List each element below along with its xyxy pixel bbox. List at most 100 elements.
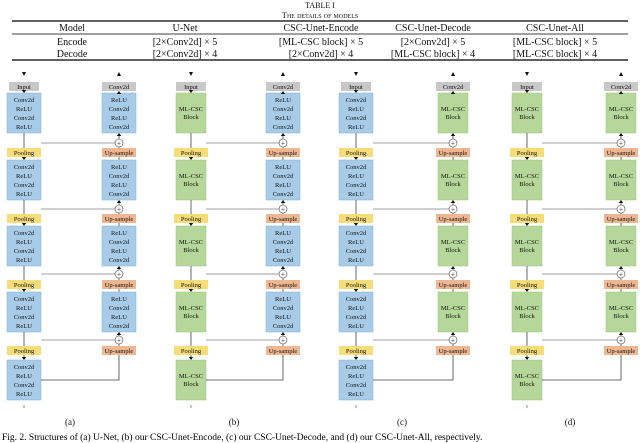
conv-block-label: Conv2d <box>346 314 367 321</box>
arrow-down-icon <box>353 357 359 360</box>
panel-c: Input Conv2d Conv2d ReLU Conv2d ReLU Pooling Co… <box>338 72 470 427</box>
input-label: Input <box>349 84 363 91</box>
conv-block-label: ReLU <box>16 124 32 131</box>
table-header-cell: CSC-Unet-Encode <box>284 23 360 34</box>
conv-block-label: ReLU <box>348 239 364 246</box>
conv-block-label: ReLU <box>348 257 364 264</box>
ml-csc-block-label: Block <box>519 181 535 188</box>
ml-csc-block <box>437 225 469 267</box>
add-icon-label: + <box>619 337 623 345</box>
conv-block-label: ReLU <box>16 106 32 113</box>
conv-block-label: ReLU <box>275 182 291 189</box>
conv-block-label: ReLU <box>275 164 291 171</box>
conv-block-label: ReLU <box>16 305 32 312</box>
pooling-box <box>339 148 373 157</box>
conv-block-label: ReLU <box>275 97 291 104</box>
conv-block-label: Conv2d <box>109 106 130 113</box>
upsample-label: Up-sample <box>607 282 636 289</box>
ml-csc-block-label: ML-CSC <box>515 106 539 113</box>
table-header-cell: U-Net <box>173 23 198 34</box>
conv-block-label: ReLU <box>16 373 32 380</box>
ml-csc-block-label: Block <box>183 247 199 254</box>
conv-block-label: Conv2d <box>273 323 294 330</box>
arrow-down-icon <box>21 223 27 226</box>
pooling-label: Pooling <box>181 150 202 157</box>
pooling-label: Pooling <box>14 282 35 289</box>
conv-block-label: ReLU <box>275 248 291 255</box>
conv-block <box>338 159 374 201</box>
arrow-up-icon <box>618 266 624 269</box>
conv-block-label: ReLU <box>16 323 32 330</box>
bottleneck-connection <box>373 355 454 381</box>
arrow-up-icon <box>116 133 122 136</box>
ml-csc-block-label: Block <box>445 181 461 188</box>
input-label: Input <box>520 84 534 91</box>
add-icon-label: + <box>117 337 121 345</box>
pooling-box <box>510 214 544 223</box>
conv-block-label: Conv2d <box>273 191 294 198</box>
upsample-box <box>436 280 470 289</box>
ml-csc-block <box>605 159 637 201</box>
arrow-down-icon <box>22 72 26 76</box>
table-header-cell: CSC-Unet-All <box>526 23 584 34</box>
conv-block <box>6 92 42 134</box>
arrow-down-icon <box>21 157 27 160</box>
conv-block-label: Conv2d <box>14 115 35 122</box>
ml-csc-block <box>605 291 637 333</box>
conv-block-label: ReLU <box>348 191 364 198</box>
arrow-up-icon <box>116 266 122 269</box>
ml-csc-block-label: ML-CSC <box>441 173 465 180</box>
output-conv2d-box <box>266 82 300 91</box>
conv-block <box>6 291 42 333</box>
conv-block-label: ReLU <box>111 296 127 303</box>
ml-csc-block-label: Block <box>445 313 461 320</box>
conv-block-label: Conv2d <box>109 257 130 264</box>
conv-block-label: ReLU <box>16 191 32 198</box>
panel-a: Input Conv2d Conv2d ReLU Conv2d ReLU Pooling Co… <box>6 72 137 427</box>
pooling-box <box>7 346 41 355</box>
ml-csc-block-label: Block <box>183 381 199 388</box>
ml-csc-block-label: ML-CSC <box>179 239 203 246</box>
conv-block-label: ReLU <box>111 115 127 122</box>
add-icon-label: + <box>117 271 121 279</box>
add-icon-label: + <box>619 140 623 148</box>
pooling-label: Pooling <box>346 216 367 223</box>
pooling-box <box>510 346 544 355</box>
arrow-down-icon <box>188 90 194 93</box>
upsample-box <box>266 280 300 289</box>
conv-block-label: Conv2d <box>109 323 130 330</box>
bottleneck-connection <box>542 355 622 381</box>
conv-block-label: Conv2d <box>273 257 294 264</box>
conv-block <box>338 291 374 333</box>
input-box <box>512 82 542 91</box>
arrow-down-icon <box>353 157 359 160</box>
ml-csc-block-label: ML-CSC <box>179 305 203 312</box>
conv-block-label: ReLU <box>275 314 291 321</box>
arrow-down-icon <box>188 157 194 160</box>
conv-block-label: Conv2d <box>14 364 35 371</box>
pooling-label: Pooling <box>346 348 367 355</box>
output-conv2d-label: Conv2d <box>109 84 130 91</box>
upsample-box <box>266 346 300 355</box>
arrow-up-icon <box>619 72 623 76</box>
add-icon-label: + <box>451 206 455 214</box>
arrow-down-icon <box>21 289 27 292</box>
table-cell: Encode <box>57 37 88 48</box>
conv-block <box>6 225 42 267</box>
ml-csc-block <box>511 359 543 401</box>
pooling-box <box>174 346 208 355</box>
ml-csc-block-label: Block <box>183 114 199 121</box>
panel-label: (a) <box>65 417 75 427</box>
ml-csc-block-label: ML-CSC <box>441 305 465 312</box>
arrow-up-icon <box>451 72 455 76</box>
arrow-up-icon <box>280 332 286 335</box>
upsample-box <box>102 346 136 355</box>
conv-block <box>338 225 374 267</box>
table-cell: [ML-CSC block] × 5 <box>279 37 363 48</box>
arrow-up-icon <box>450 91 456 94</box>
ml-csc-block <box>511 291 543 333</box>
pooling-label: Pooling <box>517 282 538 289</box>
ml-csc-block <box>175 92 207 134</box>
ml-csc-block-label: Block <box>183 313 199 320</box>
